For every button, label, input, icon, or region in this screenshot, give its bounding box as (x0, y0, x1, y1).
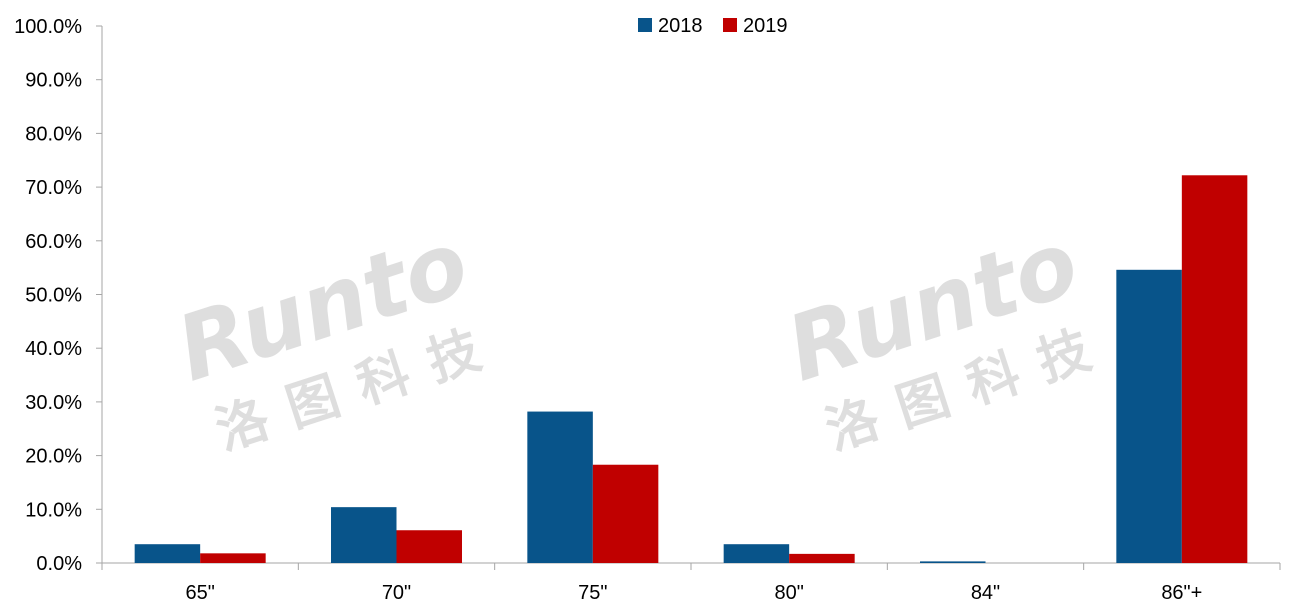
y-tick-label: 60.0% (25, 231, 82, 253)
bar-2019-1 (396, 530, 462, 563)
y-tick-label: 20.0% (25, 446, 82, 468)
x-tick-label: 65" (185, 582, 214, 604)
bar-2018-1 (331, 507, 397, 563)
bar-2019-3 (789, 553, 855, 563)
y-tick-label: 90.0% (25, 70, 82, 92)
bar-2018-3 (723, 544, 790, 563)
x-tick-label: 75" (578, 582, 607, 604)
y-axis: 0.0% 10.0% 20.0% 30.0% 40.0% 50.0% 60.0% 70.0% 8… (14, 16, 103, 575)
legend-swatch-2019 (723, 18, 737, 32)
x-tick-label: 84" (971, 582, 1000, 604)
y-tick-label: 40.0% (25, 338, 82, 360)
legend: 2018 2019 (638, 15, 788, 37)
y-tick-label: 30.0% (25, 392, 82, 414)
bar-2018-4 (920, 561, 986, 563)
x-tick-label: 86"+ (1161, 582, 1202, 604)
watermark-left: Runto 洛图科技 (165, 211, 509, 462)
y-tick-label: 70.0% (25, 177, 82, 199)
x-tick-label: 70" (382, 582, 411, 604)
bar-2019-5 (1181, 175, 1248, 563)
y-tick-label: 100.0% (14, 16, 82, 38)
bar-2018-0 (134, 544, 201, 563)
y-tick-label: 0.0% (36, 553, 82, 575)
bars (134, 175, 1248, 563)
y-tick-label: 50.0% (25, 285, 82, 307)
bar-2018-5 (1116, 269, 1182, 563)
bar-2019-2 (592, 464, 659, 563)
legend-swatch-2018 (638, 18, 652, 32)
watermark-right: Runto 洛图科技 (775, 211, 1119, 462)
x-tick-label: 80" (774, 582, 803, 604)
bar-2019-0 (200, 553, 266, 563)
y-tick-label: 10.0% (25, 499, 82, 521)
legend-label-2019: 2019 (743, 15, 788, 37)
x-axis: 65" 70" 75" 80" 84" 86"+ (101, 562, 1281, 604)
bar-2018-2 (527, 411, 593, 563)
legend-label-2018: 2018 (658, 15, 703, 37)
y-tick-label: 80.0% (25, 123, 82, 145)
